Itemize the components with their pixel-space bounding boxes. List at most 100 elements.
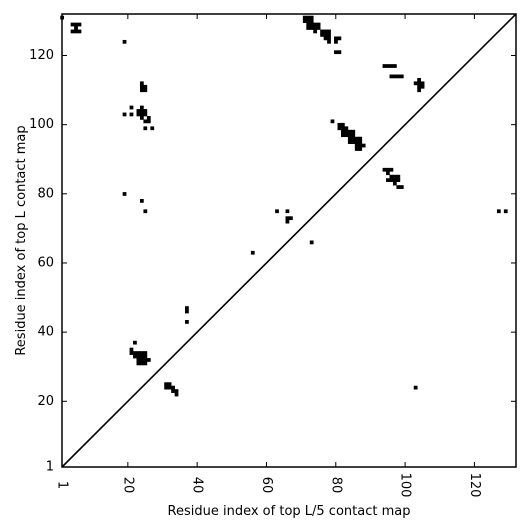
contact-cell	[167, 385, 172, 390]
contact-cell	[185, 306, 189, 310]
contact-cell	[143, 109, 148, 113]
contact-cell	[386, 171, 390, 176]
contact-cell	[320, 29, 324, 34]
contact-cell	[323, 36, 328, 41]
contact-cell	[334, 50, 338, 55]
contact-cell	[289, 216, 293, 221]
contact-cell	[309, 19, 314, 23]
contact-cell	[351, 140, 356, 144]
contact-cell	[146, 119, 151, 124]
contact-cell	[133, 351, 137, 355]
contact-cell	[320, 33, 324, 37]
contact-cell	[327, 29, 331, 34]
contact-cell	[136, 361, 141, 366]
contact-cell	[382, 64, 387, 68]
contact-cell	[302, 19, 307, 23]
contact-cell	[146, 116, 151, 120]
contact-cell	[143, 126, 148, 131]
contact-cell	[354, 136, 359, 141]
contact-cell	[143, 354, 148, 359]
contact-cell	[389, 178, 394, 183]
x-tick-label: 100	[398, 473, 413, 498]
contact-cell	[334, 36, 338, 41]
contact-cell	[143, 112, 148, 117]
contact-cell	[174, 389, 179, 393]
x-axis: 1 20 40 60 80 100 120	[55, 14, 482, 497]
contact-cell	[344, 129, 349, 134]
contact-cell	[358, 143, 363, 148]
contact-cell	[309, 240, 314, 245]
y-tick-label: 120	[29, 48, 54, 63]
contact-cell	[382, 167, 387, 172]
contact-cell	[146, 358, 151, 362]
contact-cell	[340, 133, 345, 138]
contact-cell	[316, 26, 321, 30]
contact-cell	[275, 209, 279, 214]
contact-cell	[139, 354, 144, 359]
y-axis-title: Residue index of top L contact map	[14, 125, 29, 355]
contact-cell	[185, 320, 189, 324]
contact-cell	[143, 209, 148, 214]
contact-cell	[164, 385, 169, 390]
contact-cell	[143, 84, 148, 89]
contact-cell	[129, 351, 134, 355]
contact-cell	[143, 358, 148, 362]
contact-cell	[389, 74, 394, 79]
contact-cell	[139, 199, 144, 203]
contact-cell	[139, 81, 144, 86]
contact-cell	[347, 136, 352, 141]
contact-cell	[122, 112, 127, 117]
contact-cell	[77, 29, 82, 34]
contact-cell	[74, 29, 78, 34]
contact-cell	[392, 181, 397, 186]
contact-cells-layer	[60, 15, 508, 397]
contact-cell	[340, 126, 345, 131]
contact-cell	[323, 29, 328, 34]
contact-cell	[122, 192, 127, 196]
contact-cell	[139, 116, 144, 120]
contact-cell	[171, 389, 175, 393]
contact-cell	[136, 354, 141, 359]
contact-cell	[392, 74, 397, 79]
contact-cell	[139, 361, 144, 366]
contact-cell	[337, 36, 342, 41]
plot-frame	[61, 13, 517, 468]
contact-cell	[316, 22, 321, 27]
y-tick-label: 40	[37, 325, 54, 340]
contact-cell	[344, 133, 349, 138]
contact-cell	[337, 126, 342, 131]
contact-cell	[354, 147, 359, 151]
contact-cell	[392, 174, 397, 179]
contact-cell	[358, 147, 363, 151]
contact-cell	[313, 22, 318, 27]
contact-cell	[185, 309, 189, 314]
contact-cell	[327, 36, 331, 41]
contact-cell	[309, 22, 314, 27]
contact-cell	[386, 64, 390, 68]
contact-cell	[347, 129, 352, 134]
contact-cell	[361, 143, 366, 148]
contact-cell	[133, 354, 137, 359]
contact-cell	[358, 140, 363, 144]
contact-cell	[143, 351, 148, 355]
x-tick-label: 80	[328, 477, 343, 494]
y-tick-label: 60	[37, 255, 54, 270]
contact-cell	[313, 26, 318, 30]
contact-cell	[136, 112, 141, 117]
contact-cell	[389, 174, 394, 179]
contact-cell	[417, 77, 421, 82]
contact-cell	[396, 174, 401, 179]
contact-cell	[358, 136, 363, 141]
contact-cell	[351, 133, 356, 138]
contact-cell	[139, 105, 144, 110]
contact-cell	[417, 81, 421, 86]
contact-cell	[309, 26, 314, 30]
contact-cell	[171, 385, 175, 390]
contact-cell	[417, 88, 421, 93]
contact-cell	[70, 29, 75, 34]
contact-cell	[337, 122, 342, 127]
contact-cell	[74, 22, 78, 27]
contact-cell	[351, 129, 356, 134]
contact-cell	[313, 29, 318, 34]
